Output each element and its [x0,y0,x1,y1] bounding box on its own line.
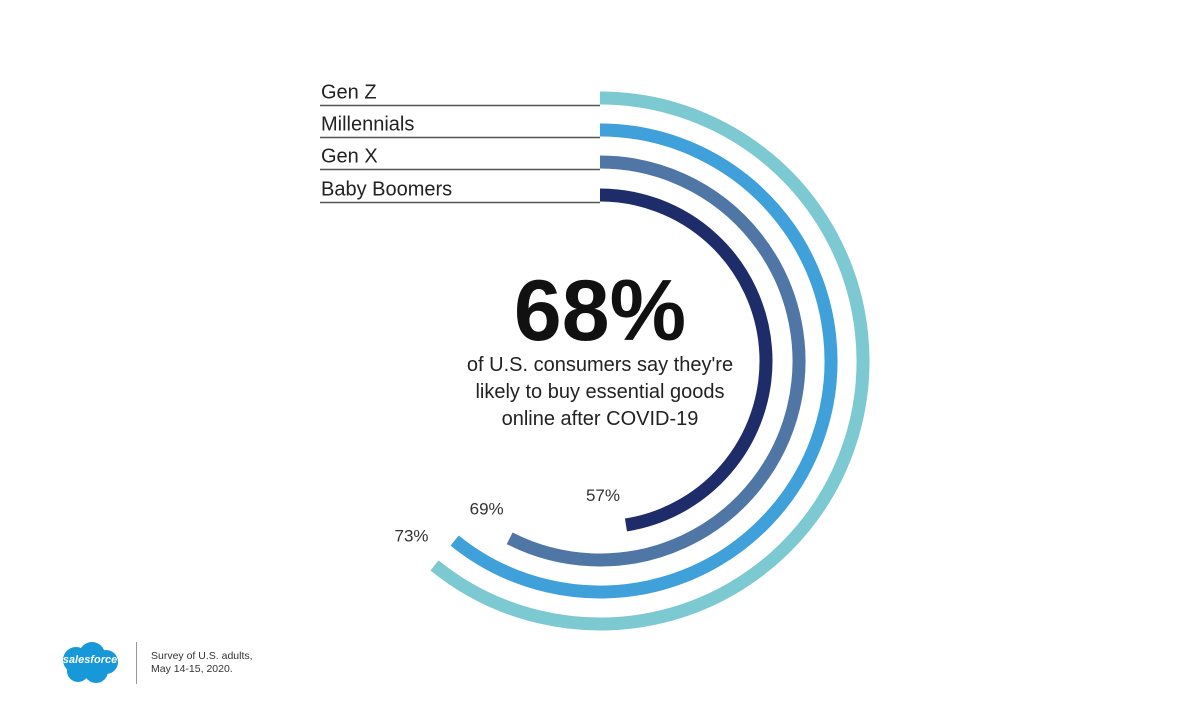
legend-label: Gen X [321,146,378,168]
arc-baby-boomers [599,188,773,532]
value-label: 73% [394,526,428,545]
headline-text-line-1: of U.S. consumers say they're [466,354,734,376]
headline-value: 68% [513,263,687,359]
headline-text: of U.S. consumers say they're likely to … [425,352,775,433]
headline-text-line-3: online after COVID-19 [501,408,699,430]
survey-note-line-1: Survey of U.S. adults, [151,650,253,662]
value-label: 57% [586,486,620,505]
footer-divider [136,642,137,684]
headline-text-line-2: likely to buy essential goods [475,381,725,403]
salesforce-logo: salesforce [58,640,122,686]
footer: salesforce Survey of U.S. adults, May 14… [58,640,253,686]
legend-label: Millennials [321,114,414,136]
logo-text: salesforce [62,654,118,666]
value-label: 69% [470,499,504,518]
legend-label: Gen Z [321,82,377,104]
arc-gen-x [506,155,806,567]
legend-label: Baby Boomers [321,179,452,201]
cloud-icon [63,642,118,683]
survey-note-line-2: May 14-15, 2020. [151,663,233,675]
arc-gen-z [430,91,870,631]
survey-note: Survey of U.S. adults, May 14-15, 2020. [151,650,253,676]
arc-millennials [450,123,838,599]
